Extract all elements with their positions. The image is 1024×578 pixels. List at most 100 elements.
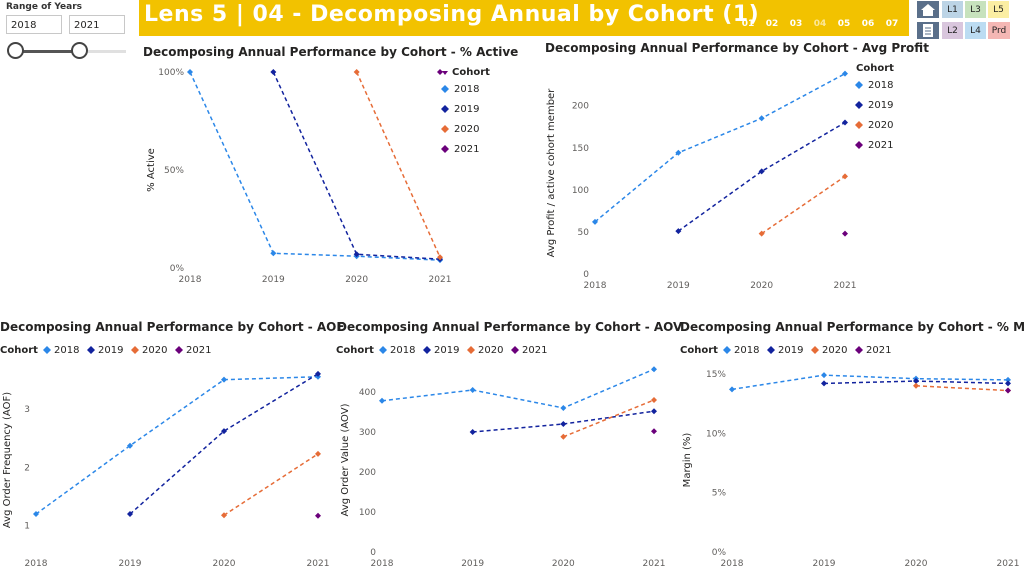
legend-marker-2019[interactable] xyxy=(87,346,95,354)
nav-button-l3[interactable]: L3 xyxy=(964,0,987,19)
data-point-2020[interactable] xyxy=(437,254,443,261)
range-end-input[interactable]: 2021 xyxy=(69,15,125,34)
data-point-2019[interactable] xyxy=(221,428,227,435)
legend-marker-2018[interactable] xyxy=(43,346,51,354)
data-point-2021[interactable] xyxy=(651,428,657,435)
range-start-input[interactable]: 2018 xyxy=(6,15,62,34)
nav-button-l4[interactable]: L4 xyxy=(964,21,987,40)
data-point-2019[interactable] xyxy=(560,421,567,427)
data-point-2020[interactable] xyxy=(758,230,765,237)
data-point-2018[interactable] xyxy=(729,386,735,393)
legend-marker-2021[interactable] xyxy=(855,141,863,149)
range-end-handle[interactable] xyxy=(71,42,88,59)
data-point-2019[interactable] xyxy=(469,429,476,435)
legend-label-2020[interactable]: 2020 xyxy=(478,345,503,356)
data-point-2020[interactable] xyxy=(842,173,848,180)
legend-label-2021[interactable]: 2021 xyxy=(522,345,547,356)
data-point-2019[interactable] xyxy=(821,380,827,387)
data-point-2018[interactable] xyxy=(270,250,277,257)
data-point-2018[interactable] xyxy=(675,149,682,156)
data-point-2019[interactable] xyxy=(127,511,133,518)
nav-button-l1[interactable]: L1 xyxy=(941,0,964,19)
nav-button-prd[interactable]: Prd xyxy=(987,21,1011,40)
data-point-2021[interactable] xyxy=(437,69,443,75)
data-point-2019[interactable] xyxy=(675,228,682,235)
data-point-2018[interactable] xyxy=(592,218,598,225)
data-point-2020[interactable] xyxy=(221,512,227,519)
data-point-2018[interactable] xyxy=(842,70,848,77)
page-tab-05[interactable]: 05 xyxy=(837,19,851,29)
legend-marker-2018[interactable] xyxy=(379,346,387,354)
legend-label-2019[interactable]: 2019 xyxy=(98,345,123,356)
legend-marker-2020[interactable] xyxy=(811,346,819,354)
legend-marker-2018[interactable] xyxy=(723,346,731,354)
data-point-2020[interactable] xyxy=(560,433,567,440)
data-point-2018[interactable] xyxy=(560,405,567,411)
legend-marker-2018[interactable] xyxy=(441,85,449,93)
legend-marker-2019[interactable] xyxy=(855,101,863,109)
data-point-2020[interactable] xyxy=(913,382,919,389)
legend-label-2021[interactable]: 2021 xyxy=(868,140,893,151)
legend-marker-2021[interactable] xyxy=(511,346,519,354)
data-point-2019[interactable] xyxy=(842,119,848,126)
data-point-2018[interactable] xyxy=(33,511,39,518)
data-point-2018[interactable] xyxy=(221,376,227,383)
data-point-2021[interactable] xyxy=(315,512,321,519)
legend-label-2021[interactable]: 2021 xyxy=(866,345,891,356)
data-point-2019[interactable] xyxy=(913,378,919,385)
legend-label-2020[interactable]: 2020 xyxy=(868,120,893,131)
legend-label-2019[interactable]: 2019 xyxy=(454,104,479,115)
data-point-2020[interactable] xyxy=(353,69,360,75)
data-point-2019[interactable] xyxy=(315,370,321,377)
legend-marker-2021[interactable] xyxy=(855,346,863,354)
data-point-2021[interactable] xyxy=(842,230,848,237)
data-point-2019[interactable] xyxy=(270,69,277,75)
legend-label-2020[interactable]: 2020 xyxy=(454,124,479,135)
legend-label-2021[interactable]: 2021 xyxy=(454,144,479,155)
data-point-2018[interactable] xyxy=(187,69,193,75)
legend-marker-2019[interactable] xyxy=(423,346,431,354)
legend-marker-2020[interactable] xyxy=(441,125,449,133)
home-icon[interactable] xyxy=(916,0,940,19)
legend-label-2019[interactable]: 2019 xyxy=(778,345,803,356)
document-icon[interactable] xyxy=(916,21,940,40)
legend-marker-2020[interactable] xyxy=(467,346,475,354)
data-point-2018[interactable] xyxy=(1005,376,1011,383)
legend-marker-2018[interactable] xyxy=(855,81,863,89)
legend-label-2018[interactable]: 2018 xyxy=(390,345,415,356)
collapse-icon[interactable] xyxy=(442,71,448,75)
legend-label-2018[interactable]: 2018 xyxy=(734,345,759,356)
legend-label-2021[interactable]: 2021 xyxy=(186,345,211,356)
data-point-2019[interactable] xyxy=(1005,380,1011,387)
legend-marker-2019[interactable] xyxy=(767,346,775,354)
legend-marker-2021[interactable] xyxy=(175,346,183,354)
data-point-2018[interactable] xyxy=(651,366,657,373)
range-start-handle[interactable] xyxy=(7,42,24,59)
legend-marker-2020[interactable] xyxy=(855,121,863,129)
nav-button-l5[interactable]: L5 xyxy=(987,0,1010,19)
data-point-2018[interactable] xyxy=(469,387,476,393)
data-point-2018[interactable] xyxy=(379,397,385,404)
legend-label-2019[interactable]: 2019 xyxy=(434,345,459,356)
page-tab-02[interactable]: 02 xyxy=(765,19,779,29)
page-tab-06[interactable]: 06 xyxy=(861,19,875,29)
data-point-2018[interactable] xyxy=(758,115,765,122)
nav-button-l2[interactable]: L2 xyxy=(941,21,964,40)
page-tab-04[interactable]: 04 xyxy=(813,19,827,29)
data-point-2018[interactable] xyxy=(821,372,827,379)
data-point-2018[interactable] xyxy=(127,442,133,449)
legend-label-2019[interactable]: 2019 xyxy=(868,100,893,111)
data-point-2021[interactable] xyxy=(1005,387,1011,394)
data-point-2020[interactable] xyxy=(315,450,321,457)
data-point-2019[interactable] xyxy=(758,168,765,175)
legend-marker-2019[interactable] xyxy=(441,105,449,113)
data-point-2019[interactable] xyxy=(353,251,360,258)
legend-label-2018[interactable]: 2018 xyxy=(454,84,479,95)
page-tab-03[interactable]: 03 xyxy=(789,19,803,29)
page-tab-07[interactable]: 07 xyxy=(885,19,899,29)
legend-label-2018[interactable]: 2018 xyxy=(54,345,79,356)
data-point-2020[interactable] xyxy=(651,397,657,403)
page-tab-01[interactable]: 01 xyxy=(741,19,755,29)
data-point-2019[interactable] xyxy=(651,408,657,415)
legend-marker-2021[interactable] xyxy=(441,145,449,153)
